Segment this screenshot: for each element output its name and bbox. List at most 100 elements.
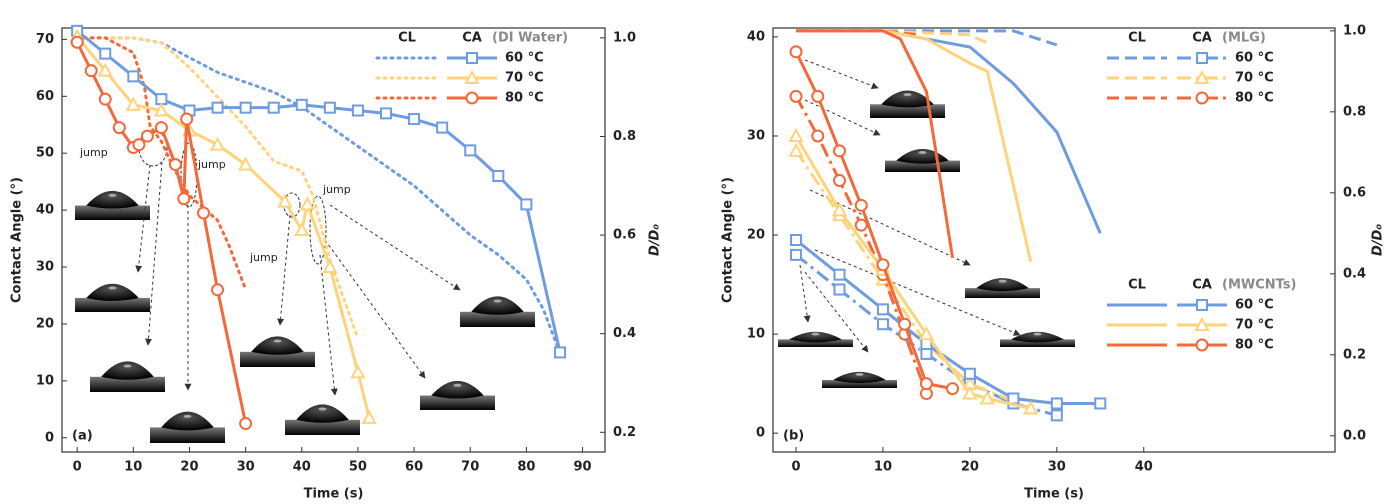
y-tick-label: 60: [36, 89, 54, 104]
droplet-substrate: [90, 376, 165, 392]
marker-circle: [811, 89, 825, 103]
y2-tick-label: 0.6: [1343, 185, 1366, 200]
marker-square: [1196, 52, 1208, 64]
x-tick-label: 40: [293, 460, 311, 475]
marker-triangle: [361, 409, 377, 424]
droplet-highlight: [318, 407, 327, 411]
annotation: jump: [79, 146, 108, 159]
x-tick-label: 0: [792, 460, 801, 475]
marker-square: [520, 198, 533, 211]
y2-tick-label: 0.2: [1343, 347, 1366, 362]
marker-square: [554, 346, 567, 359]
marker-square: [466, 52, 478, 64]
marker-circle: [833, 144, 847, 158]
series-line: [796, 29, 954, 258]
y-axis-title: Contact Angle (°): [10, 177, 25, 303]
x-tick-label: 90: [573, 460, 591, 475]
x-tick-label: 30: [237, 460, 255, 475]
series-line: [795, 238, 1101, 405]
marker-triangle: [979, 390, 995, 405]
droplet-highlight: [855, 372, 864, 376]
marker-triangle: [277, 193, 293, 208]
marker-circle: [70, 35, 84, 49]
annotation: jump: [197, 158, 226, 171]
droplet: [296, 404, 349, 423]
droplet-highlight: [453, 383, 462, 387]
marker-circle: [898, 317, 912, 331]
marker-triangle: [831, 202, 848, 217]
droplet: [86, 190, 139, 209]
y2-tick-label: 0.2: [613, 425, 636, 440]
y2-tick-label: 0.8: [613, 129, 636, 144]
y-tick-label: 30: [747, 128, 765, 143]
marker-circle: [197, 206, 211, 220]
legend-header: CL: [1128, 31, 1146, 46]
droplet-highlight: [1033, 332, 1042, 336]
legend-note: (MWCNTs): [1222, 278, 1296, 293]
series-line: [796, 29, 1058, 47]
legend-label: 60 °C: [1235, 51, 1274, 66]
marker-circle: [154, 121, 168, 135]
marker-square: [1007, 392, 1020, 405]
legend-label: 80 °C: [1235, 338, 1274, 353]
marker-triangle: [1194, 316, 1210, 331]
droplet: [1011, 331, 1064, 343]
y-axis-title: Contact Angle (°): [721, 177, 736, 303]
droplet-highlight: [273, 339, 282, 343]
legend-header: CA: [462, 31, 482, 46]
marker-square: [127, 70, 140, 83]
legend-label: 70 °C: [1235, 71, 1274, 86]
panel-label: (b): [783, 429, 804, 444]
series-line: [796, 29, 1102, 234]
legend-header: CL: [398, 31, 416, 46]
droplet-substrate: [75, 205, 150, 220]
marker-circle: [919, 377, 933, 391]
x-tick-label: 0: [73, 460, 82, 475]
marker-square: [99, 47, 112, 60]
plot-frame: [61, 27, 606, 453]
y2-tick-label: 0.4: [613, 326, 636, 341]
series-line: [76, 35, 371, 419]
x-tick-label: 20: [961, 460, 979, 475]
marker-circle: [98, 92, 112, 106]
legend-label: 70 °C: [505, 71, 544, 86]
y2-tick-label: 0.8: [1343, 104, 1366, 119]
x-tick-label: 30: [1048, 460, 1066, 475]
marker-square: [833, 268, 846, 281]
marker-square: [408, 113, 421, 126]
marker-circle: [1195, 338, 1209, 352]
marker-square: [436, 121, 449, 134]
droplet-highlight: [493, 299, 502, 303]
x-tick-label: 20: [180, 460, 198, 475]
arrow: [144, 161, 163, 346]
droplet-substrate: [150, 427, 225, 443]
droplet: [431, 380, 484, 399]
marker-square: [790, 248, 803, 261]
y-tick-label: 20: [747, 228, 765, 243]
marker-square: [833, 283, 846, 296]
marker-square: [1050, 409, 1063, 422]
droplet-substrate: [965, 288, 1040, 298]
legend-label: 80 °C: [1235, 91, 1274, 106]
marker-square: [295, 98, 308, 111]
marker-square: [876, 318, 889, 331]
y-tick-label: 40: [36, 203, 54, 218]
marker-triangle: [464, 69, 480, 84]
y2-axis-title: D/D₀: [648, 224, 663, 256]
series-line: [75, 36, 248, 291]
marker-square: [963, 367, 976, 380]
droplet-substrate: [1000, 339, 1075, 347]
droplet-highlight: [811, 332, 820, 336]
marker-triangle: [962, 385, 978, 400]
marker-triangle: [788, 127, 804, 142]
arrow: [277, 214, 291, 326]
marker-triangle: [322, 258, 338, 274]
marker-square: [790, 234, 803, 246]
x-tick-label: 70: [461, 460, 479, 475]
arrow: [804, 99, 881, 136]
droplet-substrate: [885, 160, 960, 172]
panel-label: (a): [72, 429, 93, 444]
marker-triangle: [350, 364, 366, 379]
marker-square: [380, 107, 393, 120]
